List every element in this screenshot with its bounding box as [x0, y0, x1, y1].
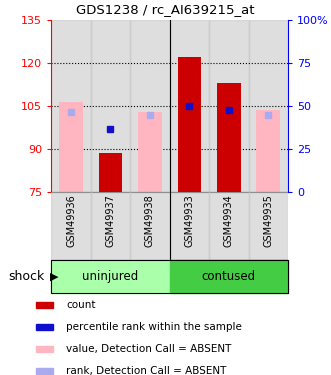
Text: ▶: ▶ — [50, 272, 58, 282]
Bar — [51, 192, 91, 260]
Text: value, Detection Call = ABSENT: value, Detection Call = ABSENT — [66, 344, 232, 354]
Text: rank, Detection Call = ABSENT: rank, Detection Call = ABSENT — [66, 366, 227, 375]
Text: shock: shock — [8, 270, 45, 283]
Text: percentile rank within the sample: percentile rank within the sample — [66, 322, 242, 332]
Bar — [36, 324, 53, 330]
Bar — [99, 153, 122, 192]
Bar — [51, 20, 91, 192]
Bar — [51, 260, 169, 293]
Text: contused: contused — [202, 270, 256, 283]
Text: GSM49936: GSM49936 — [66, 194, 76, 247]
Bar — [36, 346, 53, 352]
Bar — [249, 192, 288, 260]
Bar — [130, 192, 169, 260]
Text: uninjured: uninjured — [82, 270, 139, 283]
Bar — [59, 102, 83, 192]
Text: GSM49933: GSM49933 — [184, 194, 194, 247]
Bar — [169, 192, 209, 260]
Bar — [209, 192, 249, 260]
Bar — [91, 20, 130, 192]
Text: GSM49937: GSM49937 — [106, 194, 116, 247]
Bar — [130, 20, 169, 192]
Text: GSM49938: GSM49938 — [145, 194, 155, 247]
Bar — [36, 368, 53, 374]
Bar — [217, 83, 241, 192]
Bar — [249, 20, 288, 192]
Text: count: count — [66, 300, 96, 310]
Text: GSM49934: GSM49934 — [224, 194, 234, 247]
Bar — [138, 112, 162, 192]
Text: GSM49935: GSM49935 — [263, 194, 273, 247]
Bar — [91, 192, 130, 260]
Bar — [169, 260, 288, 293]
Bar — [36, 302, 53, 308]
Bar — [177, 57, 201, 192]
Bar — [209, 20, 249, 192]
Text: GDS1238 / rc_AI639215_at: GDS1238 / rc_AI639215_at — [76, 3, 255, 16]
Bar — [169, 20, 209, 192]
Bar — [257, 110, 280, 192]
